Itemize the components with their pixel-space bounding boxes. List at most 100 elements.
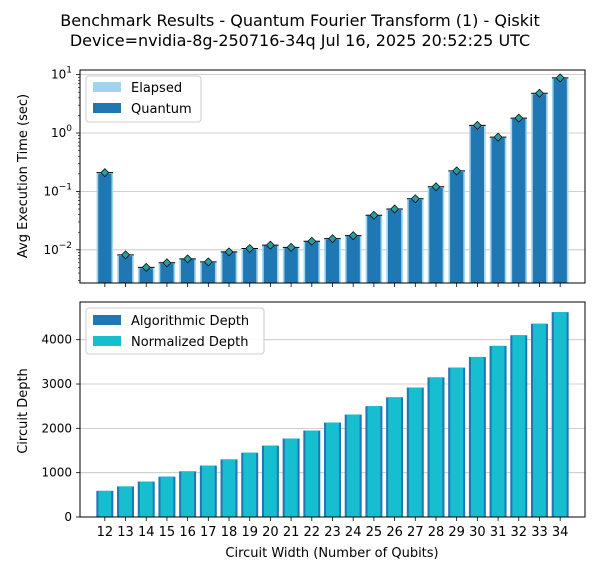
value-marker	[534, 88, 544, 98]
top-plot-frame	[79, 69, 586, 284]
normalized-depth-bar	[181, 471, 195, 517]
quantum-bar	[284, 248, 298, 283]
value-marker	[452, 166, 462, 176]
quantum-bar	[263, 245, 278, 283]
quantum-bar	[429, 187, 443, 283]
quantum-bar	[532, 94, 547, 283]
quantum-bar	[305, 241, 319, 283]
value-marker	[162, 258, 172, 268]
bottom-y-tick-label: 0	[64, 510, 72, 524]
value-marker	[203, 257, 213, 267]
quantum-bar	[139, 268, 153, 283]
execution-time-chart: 10−2 10−1 100 101 Elapsed Quantum	[43, 66, 586, 287]
value-marker	[183, 254, 193, 264]
normalized-depth-bar	[408, 387, 422, 517]
normalized-depth-bar	[512, 335, 526, 517]
x-tick-label: 26	[386, 525, 403, 540]
quantum-bar	[160, 263, 174, 283]
bottom-y-tick-label: 4000	[41, 333, 72, 347]
x-tick-label: 31	[490, 525, 507, 540]
top-y-axis-label: Avg Execution Time (sec)	[16, 94, 31, 258]
quantum-bar	[325, 239, 340, 283]
normalized-depth-bar	[263, 445, 277, 517]
x-tick-label: 24	[345, 525, 362, 540]
x-tick-label: 29	[448, 525, 465, 540]
top-y-tick-label: 10−2	[43, 241, 72, 257]
value-marker	[390, 204, 400, 214]
x-tick-label: 16	[179, 525, 196, 540]
legend-label-normalized: Normalized Depth	[131, 335, 248, 350]
normalized-depth-bar	[201, 465, 215, 517]
x-axis-label: Circuit Width (Number of Qubits)	[225, 546, 438, 561]
legend-label-elapsed: Elapsed	[131, 81, 182, 96]
value-marker	[224, 247, 234, 257]
value-marker	[348, 231, 358, 241]
x-tick-label: 22	[304, 525, 321, 540]
x-tick-label: 18	[221, 525, 238, 540]
quantum-bar	[512, 118, 526, 283]
normalized-depth-bar	[243, 452, 257, 517]
quantum-bar	[201, 262, 215, 283]
value-marker	[472, 120, 482, 130]
value-marker	[514, 113, 524, 123]
x-tick-label: 25	[366, 525, 383, 540]
x-tick-label: 27	[407, 525, 424, 540]
legend-swatch-quantum	[93, 103, 121, 113]
value-marker	[141, 262, 151, 272]
legend-swatch-algorithmic	[93, 315, 121, 325]
quantum-bar	[222, 252, 236, 283]
value-marker	[286, 242, 296, 252]
normalized-depth-bar	[367, 406, 381, 517]
value-marker	[410, 194, 420, 204]
quantum-bar	[491, 138, 505, 283]
value-marker	[493, 132, 503, 142]
x-tick-label: 28	[428, 525, 445, 540]
quantum-bar	[98, 173, 112, 283]
bottom-legend: Algorithmic Depth Normalized Depth	[85, 307, 265, 355]
figure-title-line2: Device=nvidia-8g-250716-34q Jul 16, 2025…	[70, 31, 530, 50]
normalized-depth-bar	[429, 377, 443, 517]
value-marker	[307, 236, 317, 246]
x-tick-label: 30	[469, 525, 486, 540]
x-tick-label: 32	[510, 525, 527, 540]
figure-title-line1: Benchmark Results - Quantum Fourier Tran…	[60, 11, 539, 30]
top-y-tick-label: 101	[51, 66, 72, 82]
normalized-depth-bar	[160, 476, 174, 517]
value-marker	[265, 240, 275, 250]
normalized-depth-bar	[222, 459, 236, 517]
bottom-plot-frame	[79, 301, 586, 518]
legend-label-algorithmic: Algorithmic Depth	[131, 314, 249, 329]
value-marker	[555, 73, 565, 83]
top-y-tick-label: 100	[51, 124, 72, 140]
quantum-bar	[408, 199, 422, 283]
x-tick-label: 19	[241, 525, 258, 540]
normalized-depth-bar	[553, 312, 567, 517]
x-tick-label: 12	[97, 525, 114, 540]
x-tick-label: 17	[200, 525, 217, 540]
quantum-bar	[470, 126, 484, 283]
value-marker	[245, 244, 255, 254]
legend-label-quantum: Quantum	[131, 102, 192, 117]
normalized-depth-bar	[450, 367, 464, 517]
normalized-depth-bar	[98, 490, 112, 517]
bottom-legend-box	[85, 307, 265, 355]
x-tick-label: 13	[117, 525, 134, 540]
value-marker	[328, 234, 337, 244]
quantum-bar	[346, 236, 360, 283]
quantum-bar	[553, 78, 567, 283]
x-tick-label: 15	[159, 525, 176, 540]
x-tick-label: 33	[531, 525, 548, 540]
quantum-bar	[181, 259, 195, 283]
normalized-depth-bar	[491, 345, 505, 517]
x-tick-label: 23	[324, 525, 341, 540]
bottom-y-axis-label: Circuit Depth	[16, 368, 31, 454]
normalized-depth-bar	[533, 323, 546, 517]
value-marker	[121, 250, 131, 260]
x-tick-label: 21	[283, 525, 300, 540]
normalized-depth-bar	[139, 481, 153, 517]
normalized-depth-bar	[305, 430, 319, 517]
quantum-bar	[367, 215, 381, 283]
quantum-bar	[243, 249, 257, 283]
